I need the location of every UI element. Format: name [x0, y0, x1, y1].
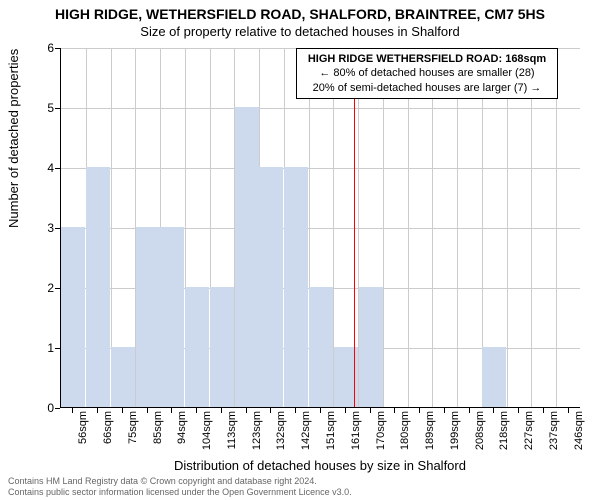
- y-tick-label: 5: [24, 101, 54, 115]
- gridline-v: [457, 48, 458, 407]
- bar: [482, 347, 506, 407]
- x-tick-label: 199sqm: [449, 411, 461, 471]
- annotation-line: 20% of semi-detached houses are larger (…: [303, 81, 551, 95]
- x-tick-mark: [270, 408, 271, 413]
- bar: [86, 167, 110, 407]
- y-tick-label: 0: [24, 401, 54, 415]
- gridline-h: [61, 168, 580, 169]
- gridline-v: [556, 48, 557, 407]
- y-axis-label: Number of detached properties: [6, 49, 21, 228]
- gridline-v: [432, 48, 433, 407]
- bar: [259, 167, 283, 407]
- y-tick-mark: [55, 48, 60, 49]
- x-tick-label: 66sqm: [102, 411, 114, 471]
- y-tick-mark: [55, 288, 60, 289]
- x-tick-label: 246sqm: [573, 411, 585, 471]
- x-tick-label: 56sqm: [77, 411, 89, 471]
- y-tick-mark: [55, 348, 60, 349]
- bar: [284, 167, 308, 407]
- x-tick-mark: [97, 408, 98, 413]
- x-tick-label: 237sqm: [548, 411, 560, 471]
- y-tick-label: 2: [24, 281, 54, 295]
- x-tick-mark: [394, 408, 395, 413]
- x-tick-label: 113sqm: [226, 411, 238, 471]
- bar: [185, 287, 209, 407]
- bar: [235, 107, 259, 407]
- x-tick-label: 189sqm: [424, 411, 436, 471]
- attribution-line2: Contains public sector information licen…: [8, 487, 352, 498]
- y-tick-label: 1: [24, 341, 54, 355]
- x-tick-mark: [196, 408, 197, 413]
- x-tick-mark: [518, 408, 519, 413]
- x-tick-label: 142sqm: [300, 411, 312, 471]
- chart-title-sub: Size of property relative to detached ho…: [0, 24, 600, 39]
- reference-line: [354, 48, 355, 407]
- chart-title-main: HIGH RIDGE, WETHERSFIELD ROAD, SHALFORD,…: [0, 6, 600, 22]
- x-tick-label: 180sqm: [399, 411, 411, 471]
- x-tick-mark: [221, 408, 222, 413]
- x-tick-mark: [469, 408, 470, 413]
- attribution-line1: Contains HM Land Registry data © Crown c…: [8, 476, 352, 487]
- annotation-box: HIGH RIDGE WETHERSFIELD ROAD: 168sqm← 80…: [296, 48, 558, 99]
- x-tick-mark: [493, 408, 494, 413]
- x-tick-label: 94sqm: [176, 411, 188, 471]
- x-tick-label: 151sqm: [325, 411, 337, 471]
- bar: [210, 287, 234, 407]
- x-tick-label: 227sqm: [523, 411, 535, 471]
- x-tick-label: 132sqm: [275, 411, 287, 471]
- x-tick-mark: [171, 408, 172, 413]
- x-tick-label: 85sqm: [152, 411, 164, 471]
- x-tick-label: 123sqm: [251, 411, 263, 471]
- gridline-v: [507, 48, 508, 407]
- gridline-v: [383, 48, 384, 407]
- x-tick-mark: [246, 408, 247, 413]
- gridline-v: [408, 48, 409, 407]
- x-tick-label: 218sqm: [498, 411, 510, 471]
- attribution-text: Contains HM Land Registry data © Crown c…: [8, 476, 352, 498]
- x-tick-mark: [543, 408, 544, 413]
- bar: [136, 227, 160, 407]
- y-tick-label: 6: [24, 41, 54, 55]
- y-tick-mark: [55, 168, 60, 169]
- x-tick-mark: [444, 408, 445, 413]
- x-tick-label: 208sqm: [474, 411, 486, 471]
- x-tick-mark: [419, 408, 420, 413]
- x-tick-mark: [122, 408, 123, 413]
- x-tick-mark: [320, 408, 321, 413]
- bar: [359, 287, 383, 407]
- bar: [61, 227, 85, 407]
- x-tick-mark: [568, 408, 569, 413]
- bar: [111, 347, 135, 407]
- x-tick-mark: [295, 408, 296, 413]
- gridline-h: [61, 108, 580, 109]
- gridline-v: [531, 48, 532, 407]
- y-tick-mark: [55, 108, 60, 109]
- plot-area: [60, 48, 580, 408]
- x-tick-mark: [370, 408, 371, 413]
- x-tick-label: 104sqm: [201, 411, 213, 471]
- x-tick-mark: [147, 408, 148, 413]
- x-tick-mark: [72, 408, 73, 413]
- annotation-line: ← 80% of detached houses are smaller (28…: [303, 66, 551, 80]
- x-tick-label: 170sqm: [375, 411, 387, 471]
- annotation-line: HIGH RIDGE WETHERSFIELD ROAD: 168sqm: [303, 52, 551, 66]
- x-tick-label: 75sqm: [127, 411, 139, 471]
- bar: [160, 227, 184, 407]
- y-tick-mark: [55, 228, 60, 229]
- x-tick-label: 161sqm: [350, 411, 362, 471]
- y-tick-label: 4: [24, 161, 54, 175]
- y-tick-label: 3: [24, 221, 54, 235]
- bar: [309, 287, 333, 407]
- x-tick-mark: [345, 408, 346, 413]
- y-tick-mark: [55, 408, 60, 409]
